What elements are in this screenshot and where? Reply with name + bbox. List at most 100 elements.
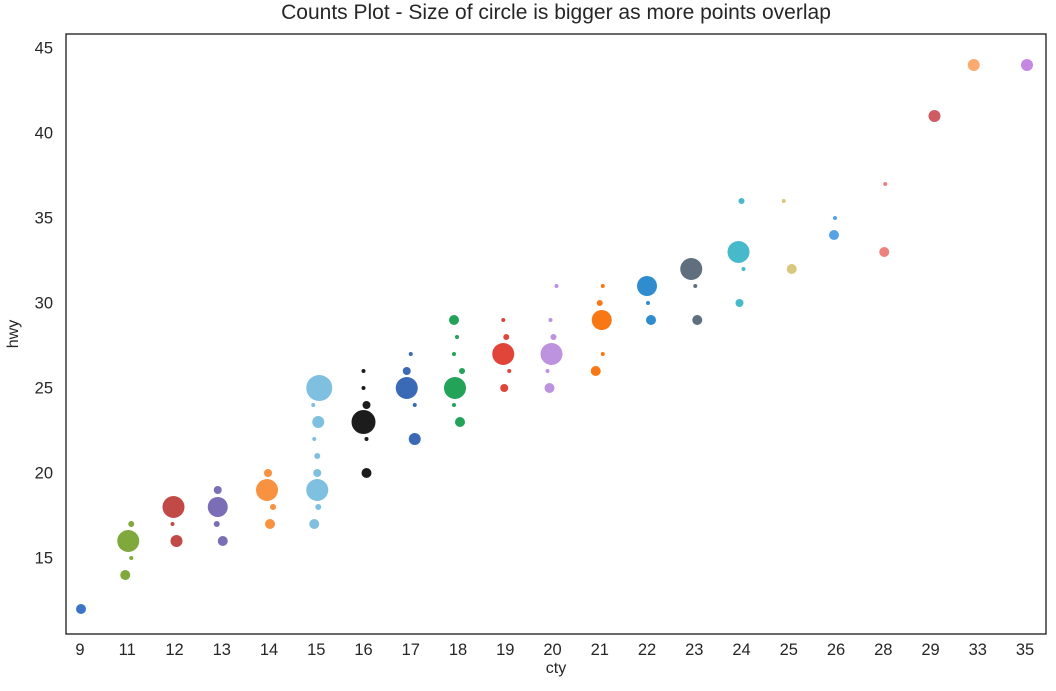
data-point-cty20-hwy27: [540, 343, 563, 365]
data-point-cty26-hwy34: [829, 230, 839, 240]
data-point-cty18-hwy27: [452, 352, 456, 356]
data-point-cty19-hwy26: [507, 369, 512, 373]
data-point-cty9-hwy12: [76, 604, 86, 614]
data-point-cty13-hwy18: [207, 497, 228, 517]
data-point-cty19-hwy28: [503, 334, 510, 340]
x-tick-label: 17: [402, 641, 420, 659]
y-tick-label: 30: [35, 295, 53, 313]
x-tick-label: 24: [732, 641, 750, 659]
data-point-cty24-hwy36: [738, 198, 745, 204]
x-tick-label: 13: [213, 641, 231, 659]
x-tick-label: 11: [119, 641, 136, 659]
data-point-cty12-hwy17: [170, 522, 175, 526]
data-point-cty16-hwy20: [361, 468, 372, 478]
data-point-cty12-hwy18: [162, 496, 185, 518]
data-point-cty18-hwy24: [452, 403, 456, 407]
data-point-cty20-hwy28: [550, 334, 557, 340]
data-point-cty15-hwy25: [306, 375, 333, 401]
data-point-cty15-hwy23: [312, 416, 325, 428]
data-point-cty20-hwy29: [548, 318, 553, 322]
x-axis-label: cty: [545, 660, 567, 677]
data-point-cty18-hwy23: [455, 417, 465, 427]
y-tick-label: 25: [35, 380, 53, 398]
x-tick-label: 14: [260, 641, 278, 659]
data-point-cty16-hwy22: [364, 437, 369, 441]
data-point-cty24-hwy32: [741, 267, 746, 271]
data-point-cty16-hwy24: [362, 401, 371, 409]
y-tick-label: 45: [35, 40, 53, 58]
x-tick-label: 22: [638, 641, 656, 659]
data-point-cty29-hwy41: [928, 110, 941, 122]
x-tick-label: 15: [307, 641, 325, 659]
data-point-cty17-hwy26: [402, 367, 411, 375]
data-point-cty20-hwy26: [545, 369, 550, 373]
data-point-cty15-hwy20: [313, 469, 322, 477]
y-tick-label: 15: [35, 550, 53, 568]
data-point-cty11-hwy17: [128, 521, 135, 527]
data-point-cty16-hwy26: [361, 369, 366, 373]
data-point-cty15-hwy18: [315, 504, 322, 510]
x-tick-label: 35: [1016, 641, 1034, 659]
data-point-cty17-hwy22: [408, 433, 421, 445]
data-point-cty12-hwy16: [170, 535, 183, 547]
data-point-cty17-hwy27: [408, 352, 413, 356]
data-point-cty35-hwy44: [1021, 59, 1033, 71]
data-point-cty21-hwy27: [600, 352, 605, 356]
data-point-cty33-hwy44: [967, 59, 980, 71]
plot-spines: [65, 33, 1047, 635]
data-point-cty15-hwy19: [306, 479, 329, 501]
x-tick-label: 28: [874, 641, 892, 659]
y-tick-label: 35: [35, 210, 53, 228]
data-point-cty14-hwy20: [264, 469, 272, 477]
x-tick-label: 33: [969, 641, 987, 659]
x-tick-label: 9: [75, 641, 84, 659]
x-tick-label: 23: [685, 641, 703, 659]
y-axis-label: hwy: [5, 319, 22, 349]
data-point-cty14-hwy18: [270, 504, 276, 510]
data-point-cty18-hwy28: [455, 335, 459, 339]
data-point-cty14-hwy19: [256, 479, 278, 501]
data-point-cty11-hwy16: [117, 530, 140, 552]
data-point-cty13-hwy17: [213, 521, 220, 527]
data-point-cty16-hwy23: [351, 410, 376, 434]
data-point-cty16-hwy25: [361, 386, 366, 390]
data-point-cty18-hwy25: [444, 377, 466, 399]
data-point-cty19-hwy29: [501, 318, 506, 322]
data-point-cty17-hwy25: [395, 377, 418, 399]
y-tick-label: 20: [35, 465, 53, 483]
data-point-cty19-hwy25: [500, 384, 509, 392]
data-point-cty26-hwy35: [833, 216, 837, 220]
data-point-cty18-hwy26: [459, 368, 465, 374]
x-tick-label: 16: [354, 641, 372, 659]
data-point-cty23-hwy32: [680, 258, 703, 280]
y-tick-label: 40: [35, 125, 53, 143]
data-point-cty14-hwy17: [265, 519, 275, 529]
data-point-cty15-hwy24: [311, 403, 316, 407]
data-point-cty25-hwy36: [781, 199, 786, 203]
data-point-cty28-hwy33: [879, 247, 890, 257]
data-point-cty21-hwy26: [590, 366, 601, 376]
x-tick-label: 21: [591, 641, 609, 659]
data-point-cty21-hwy30: [596, 300, 603, 306]
data-point-cty20-hwy31: [554, 284, 559, 288]
data-point-cty15-hwy21: [314, 453, 321, 459]
data-point-cty19-hwy27: [492, 343, 515, 365]
data-point-cty22-hwy30: [646, 301, 650, 305]
data-point-cty15-hwy22: [312, 437, 317, 441]
x-tick-label: 25: [780, 641, 798, 659]
data-point-cty15-hwy17: [309, 519, 320, 529]
data-point-cty23-hwy31: [693, 284, 698, 288]
data-point-cty13-hwy16: [217, 536, 228, 546]
chart-title: Counts Plot - Size of circle is bigger a…: [281, 1, 831, 24]
x-tick-label: 20: [543, 641, 561, 659]
data-point-cty18-hwy29: [449, 315, 459, 325]
data-point-cty21-hwy29: [591, 310, 612, 330]
data-point-cty11-hwy15: [129, 556, 134, 560]
data-point-cty22-hwy29: [646, 315, 656, 325]
x-tick-label: 26: [827, 641, 845, 659]
x-tick-label: 19: [496, 641, 514, 659]
data-point-cty24-hwy33: [727, 241, 750, 263]
x-tick-label: 12: [165, 641, 183, 659]
